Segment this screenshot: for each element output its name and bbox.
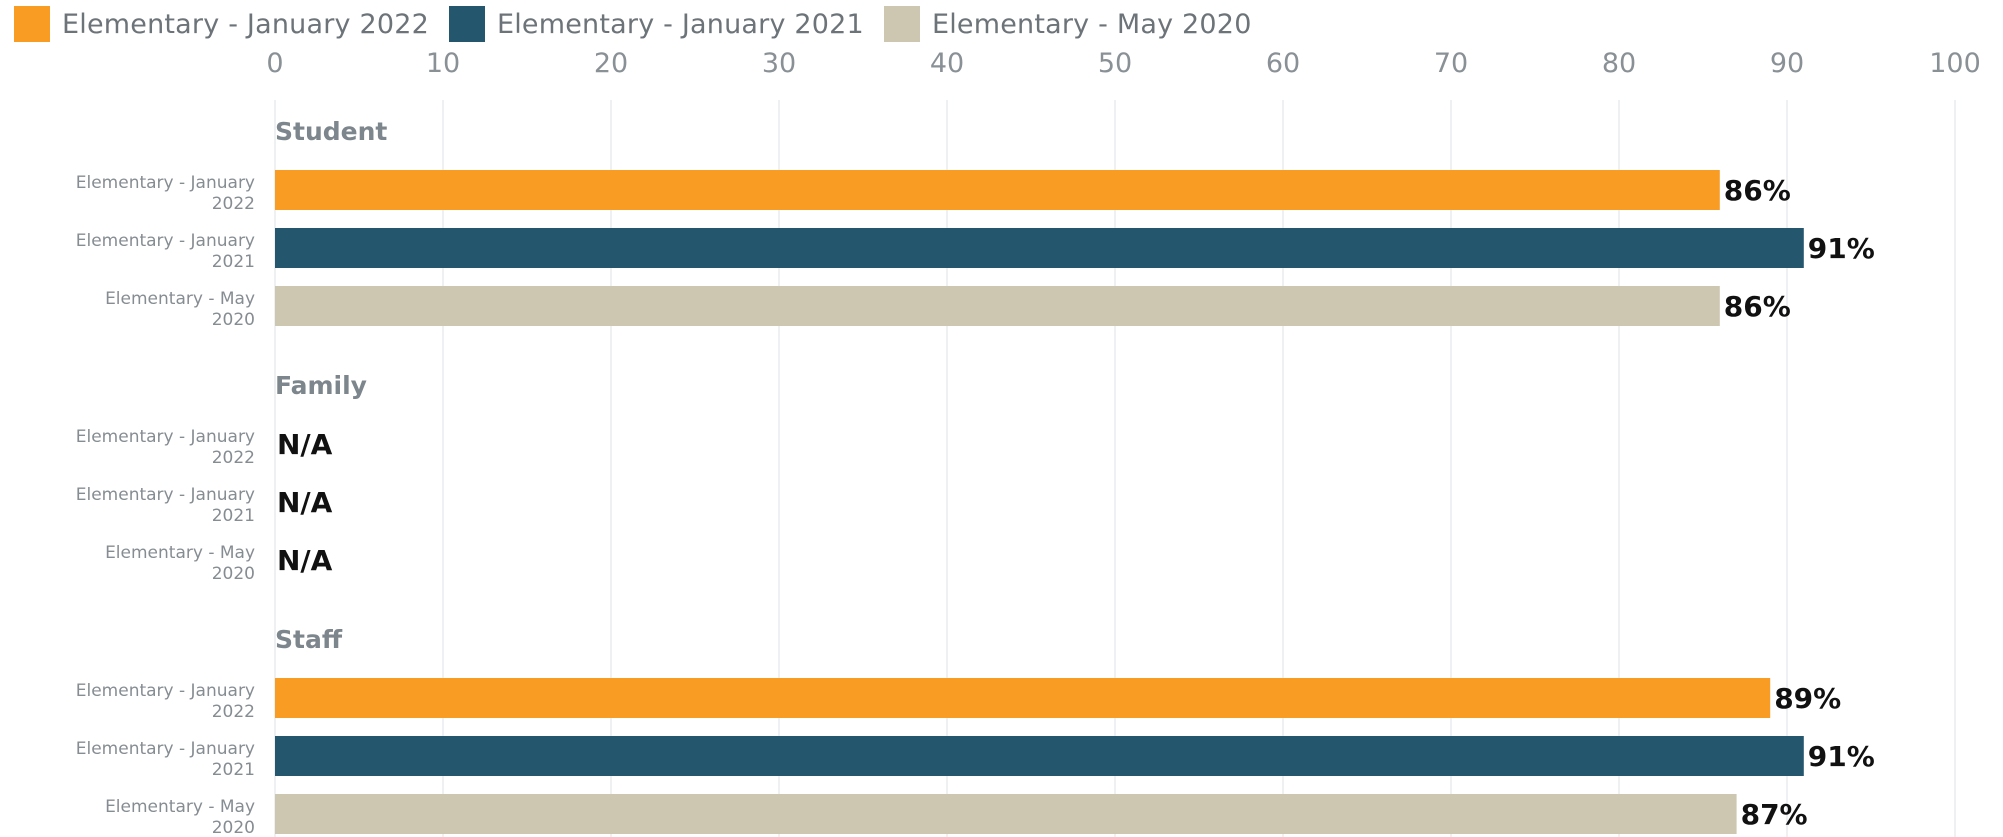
legend-label: Elementary - January 2022 bbox=[62, 8, 429, 40]
x-tick-label: 50 bbox=[1098, 48, 1132, 79]
category-label: 2020 bbox=[212, 818, 255, 837]
category-label: Elementary - January bbox=[76, 681, 255, 701]
legend: Elementary - January 2022 Elementary - J… bbox=[0, 0, 1258, 48]
legend-item-jan-2021[interactable]: Elementary - January 2021 bbox=[435, 6, 864, 42]
data-label: 91% bbox=[1808, 740, 1875, 773]
category-label: 2020 bbox=[212, 310, 255, 330]
category-label: 2021 bbox=[212, 252, 255, 272]
x-tick-label: 100 bbox=[1929, 48, 1981, 79]
data-label: 86% bbox=[1724, 174, 1791, 207]
x-tick-label: 70 bbox=[1434, 48, 1468, 79]
bar bbox=[275, 286, 1720, 326]
data-label: N/A bbox=[277, 428, 333, 461]
group-label: Family bbox=[275, 371, 367, 400]
bar bbox=[275, 678, 1771, 718]
category-label: Elementary - January bbox=[76, 427, 255, 447]
legend-item-jan-2022[interactable]: Elementary - January 2022 bbox=[0, 6, 429, 42]
bar bbox=[275, 794, 1737, 834]
legend-swatch bbox=[448, 6, 485, 42]
x-tick-label: 90 bbox=[1770, 48, 1804, 79]
category-label: Elementary - May bbox=[105, 797, 255, 817]
category-label: Elementary - January bbox=[76, 739, 255, 759]
legend-swatch bbox=[883, 6, 920, 42]
x-tick-label: 20 bbox=[594, 48, 628, 79]
data-label: 86% bbox=[1724, 290, 1791, 323]
category-label: Elementary - January bbox=[76, 485, 255, 505]
category-label: 2021 bbox=[212, 760, 255, 780]
x-tick-label: 80 bbox=[1602, 48, 1636, 79]
bar bbox=[275, 228, 1804, 268]
legend-label: Elementary - January 2021 bbox=[496, 8, 864, 40]
data-label: 91% bbox=[1808, 232, 1875, 265]
category-label: Elementary - January bbox=[76, 173, 255, 193]
bar bbox=[275, 736, 1804, 776]
x-tick-label: 60 bbox=[1266, 48, 1300, 79]
legend-item-may-2020[interactable]: Elementary - May 2020 bbox=[870, 6, 1252, 42]
bar bbox=[275, 170, 1720, 210]
group-label: Staff bbox=[275, 625, 343, 654]
data-label: 87% bbox=[1741, 798, 1808, 831]
legend-swatch bbox=[14, 6, 50, 42]
x-tick-label: 30 bbox=[762, 48, 796, 79]
group-label: Student bbox=[275, 117, 387, 146]
category-label: Elementary - January bbox=[76, 231, 255, 251]
x-tick-label: 10 bbox=[426, 48, 460, 79]
category-label: 2020 bbox=[212, 564, 255, 584]
x-tick-label: 40 bbox=[930, 48, 964, 79]
category-label: Elementary - May bbox=[105, 289, 255, 309]
data-label: N/A bbox=[277, 486, 333, 519]
category-label: Elementary - May bbox=[105, 543, 255, 563]
category-label: 2022 bbox=[212, 448, 255, 468]
category-label: 2021 bbox=[212, 506, 255, 526]
category-label: 2022 bbox=[212, 194, 255, 214]
x-tick-label: 0 bbox=[266, 48, 283, 79]
category-label: 2022 bbox=[212, 702, 255, 722]
legend-label: Elementary - May 2020 bbox=[931, 8, 1252, 40]
data-label: 89% bbox=[1774, 682, 1841, 715]
data-label: N/A bbox=[277, 544, 333, 577]
